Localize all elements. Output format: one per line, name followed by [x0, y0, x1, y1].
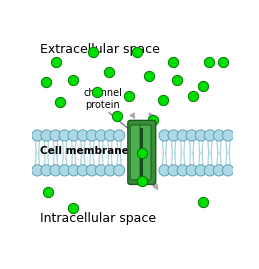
Point — [54, 59, 59, 64]
Circle shape — [195, 165, 206, 176]
Circle shape — [186, 165, 197, 176]
Text: Extracellular space: Extracellular space — [40, 43, 160, 55]
Point — [201, 200, 205, 204]
Circle shape — [50, 130, 61, 141]
Circle shape — [159, 130, 170, 141]
Point — [140, 179, 144, 183]
Point — [221, 59, 225, 64]
FancyBboxPatch shape — [140, 125, 151, 180]
Circle shape — [86, 165, 97, 176]
Circle shape — [213, 130, 225, 141]
Circle shape — [86, 130, 97, 141]
Circle shape — [113, 165, 125, 176]
Point — [46, 190, 51, 194]
Point — [201, 83, 205, 88]
Point — [70, 206, 75, 210]
Circle shape — [68, 130, 79, 141]
Point — [171, 59, 175, 64]
Circle shape — [177, 165, 188, 176]
Point — [140, 151, 144, 155]
Circle shape — [41, 165, 52, 176]
Circle shape — [59, 165, 70, 176]
Point — [44, 80, 48, 84]
Circle shape — [113, 130, 125, 141]
Circle shape — [204, 165, 215, 176]
Circle shape — [186, 130, 197, 141]
FancyBboxPatch shape — [128, 121, 156, 185]
Point — [175, 77, 179, 82]
Circle shape — [59, 130, 70, 141]
Circle shape — [104, 165, 116, 176]
Circle shape — [168, 130, 179, 141]
Point — [135, 49, 139, 54]
Circle shape — [222, 165, 234, 176]
FancyBboxPatch shape — [130, 125, 141, 180]
Circle shape — [177, 130, 188, 141]
FancyBboxPatch shape — [140, 128, 143, 177]
Point — [191, 94, 195, 98]
Point — [95, 90, 99, 94]
Circle shape — [95, 130, 106, 141]
Circle shape — [195, 130, 206, 141]
Point — [91, 49, 95, 54]
Circle shape — [41, 130, 52, 141]
Circle shape — [77, 165, 88, 176]
Circle shape — [213, 165, 225, 176]
Point — [127, 94, 131, 98]
Point — [151, 118, 155, 122]
Circle shape — [222, 130, 234, 141]
Circle shape — [32, 165, 43, 176]
Point — [114, 114, 119, 118]
Text: Intracellular space: Intracellular space — [40, 212, 156, 225]
Circle shape — [159, 165, 170, 176]
Circle shape — [32, 130, 43, 141]
Circle shape — [95, 165, 106, 176]
Point — [147, 73, 151, 78]
Circle shape — [77, 130, 88, 141]
Circle shape — [50, 165, 61, 176]
Circle shape — [68, 165, 79, 176]
Point — [70, 77, 75, 82]
Point — [207, 59, 211, 64]
Circle shape — [104, 130, 116, 141]
Text: channel
protein: channel protein — [83, 88, 122, 110]
Point — [59, 100, 63, 104]
Text: Cell membrane: Cell membrane — [40, 146, 129, 156]
Circle shape — [168, 165, 179, 176]
Circle shape — [204, 130, 215, 141]
Point — [161, 98, 165, 102]
Point — [107, 69, 111, 74]
